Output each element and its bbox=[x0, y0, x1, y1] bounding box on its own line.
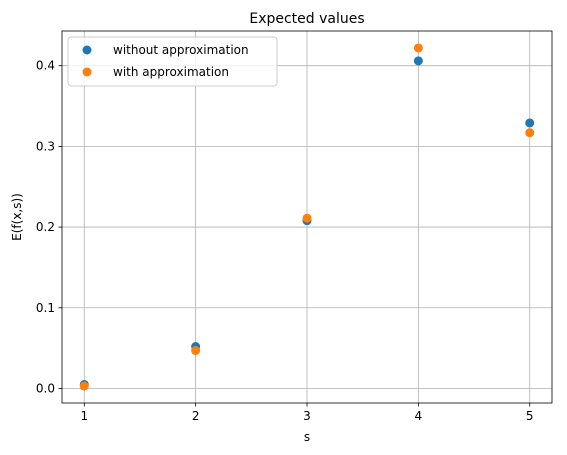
legend: without approximation with approximation bbox=[67, 36, 278, 87]
data-point-series-1 bbox=[191, 346, 201, 356]
x-axis-label: s bbox=[304, 430, 310, 444]
data-point-series-1 bbox=[302, 213, 312, 223]
data-points bbox=[79, 43, 535, 391]
legend-label-without-approximation: without approximation bbox=[113, 43, 249, 57]
y-tick-label: 0.0 bbox=[36, 381, 55, 395]
x-tick-label: 1 bbox=[80, 409, 88, 423]
axis-ticks: 1 2 3 4 5 0.0 0.1 0.2 0.3 0.4 bbox=[36, 59, 534, 423]
legend-marker-without-approximation bbox=[82, 45, 92, 55]
chart-title: Expected values bbox=[249, 11, 364, 27]
y-tick-label: 0.3 bbox=[36, 139, 55, 153]
data-point-series-0 bbox=[525, 118, 535, 128]
y-tick-label: 0.1 bbox=[36, 301, 55, 315]
data-point-series-1 bbox=[525, 128, 535, 138]
x-tick-label: 5 bbox=[526, 409, 534, 423]
y-axis-label: E(f(x,s)) bbox=[10, 193, 24, 241]
data-point-series-1 bbox=[413, 43, 423, 53]
legend-box bbox=[67, 36, 278, 87]
x-tick-label: 2 bbox=[192, 409, 200, 423]
legend-label-with-approximation: with approximation bbox=[113, 65, 229, 79]
plot-frame bbox=[61, 30, 553, 404]
x-tick-label: 4 bbox=[415, 409, 423, 423]
legend-marker-with-approximation bbox=[82, 67, 92, 77]
grid-lines bbox=[62, 31, 552, 403]
data-point-series-1 bbox=[79, 381, 89, 391]
y-tick-label: 0.2 bbox=[36, 220, 55, 234]
x-tick-label: 3 bbox=[303, 409, 311, 423]
y-tick-label: 0.4 bbox=[36, 59, 55, 73]
data-point-series-0 bbox=[413, 56, 423, 66]
